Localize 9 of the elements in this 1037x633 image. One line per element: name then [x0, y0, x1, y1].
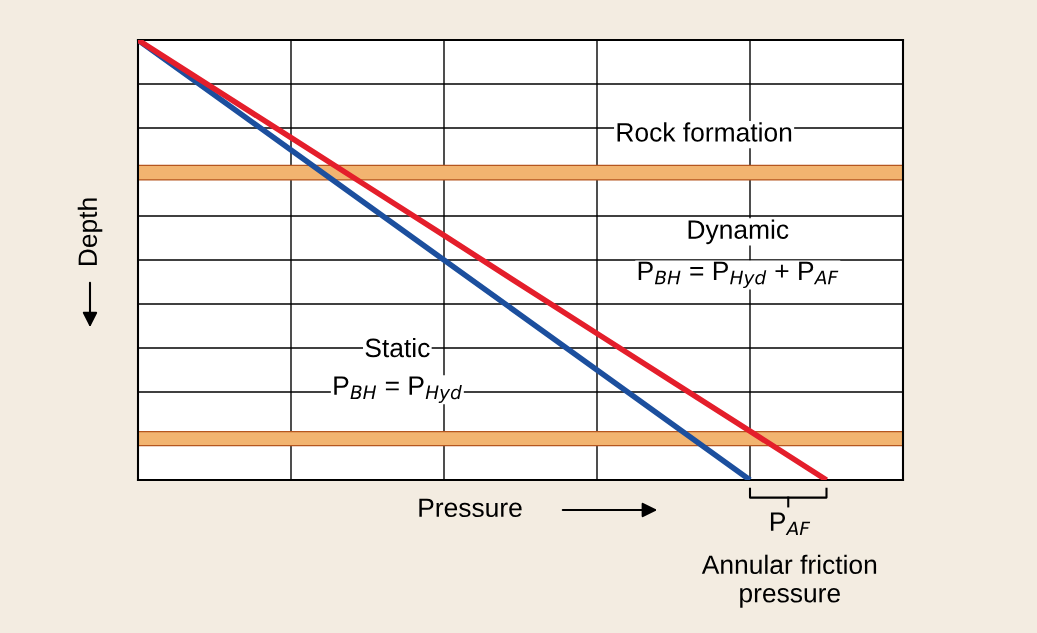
annotation: P$_{BH}$ = P$_{Hyd}$ — [334, 376, 462, 403]
annotation: P$_{BH}$ = P$_{Hyd}$ + P$_{AF}$ — [638, 261, 839, 289]
text: Annular friction pressure — [701, 554, 877, 608]
x-axis-title: Pressure — [419, 498, 522, 518]
band-label: Rock formation — [617, 122, 792, 142]
y-axis-title: Depth — [77, 198, 103, 266]
annotation: Static — [365, 337, 430, 358]
annotation: Dynamic — [688, 219, 789, 245]
text: P$_{AF}$ — [770, 512, 811, 536]
